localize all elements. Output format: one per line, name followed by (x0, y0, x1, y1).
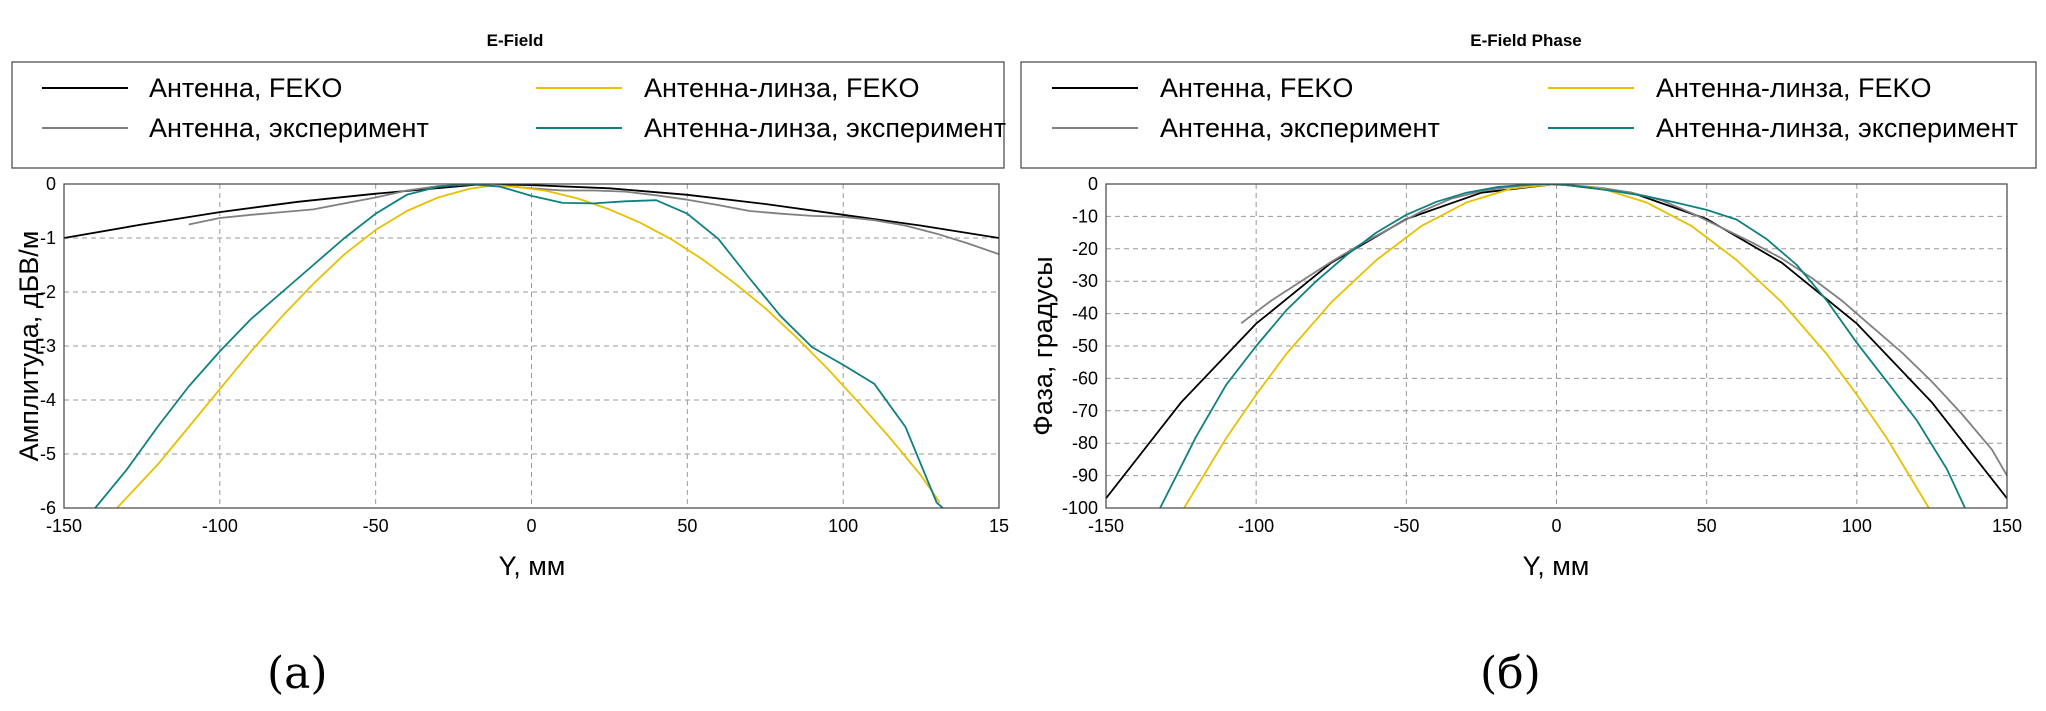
y-tick-label: -80 (1072, 433, 1098, 453)
series-line (188, 184, 999, 256)
chart-0: E-Field Антенна, FEKO Антенна, эксперимент… (11, 31, 1009, 581)
plot-frame (63, 183, 1000, 509)
legend-box (1020, 61, 2037, 169)
x-tick-label: 100 (828, 516, 858, 536)
y-tick-label: -60 (1072, 368, 1098, 388)
x-axis-label: Y, мм (1523, 551, 1590, 581)
series-line (94, 184, 944, 508)
y-tick-label: -1 (40, 228, 56, 248)
y-tick-label: -20 (1072, 239, 1098, 259)
x-tick-label: 0 (526, 516, 536, 536)
x-tick-label: 50 (1697, 516, 1717, 536)
x-tick-label: 0 (1551, 516, 1561, 536)
series-line (1183, 184, 1930, 508)
legend-label: Антенна, FEKO (1160, 73, 1353, 103)
legend-label: Антенна-линза, FEKO (644, 73, 919, 103)
legend-label: Антенна, FEKO (149, 73, 342, 103)
y-tick-label: 0 (46, 174, 56, 194)
y-tick-label: -5 (40, 444, 56, 464)
x-tick-label: 100 (1842, 516, 1872, 536)
chart-1: E-Field Phase Антенна, FEKO Антенна, экспе… (1020, 31, 2037, 581)
y-tick-label: -70 (1072, 401, 1098, 421)
series-line (1106, 184, 2007, 499)
legend-label: Антенна, эксперимент (149, 113, 429, 143)
chart-title: E-Field (487, 31, 544, 50)
plot-frame (1105, 183, 2008, 509)
x-tick-label: -150 (46, 516, 82, 536)
y-tick-label: -4 (40, 390, 56, 410)
y-tick-label: -6 (40, 498, 56, 518)
y-tick-label: -100 (1062, 498, 1098, 518)
y-tick-label: -10 (1072, 206, 1098, 226)
series-line (116, 184, 941, 508)
y-tick-label: -90 (1072, 466, 1098, 486)
series-line (1159, 184, 1966, 508)
y-tick-label: -2 (40, 282, 56, 302)
x-tick-label: 50 (677, 516, 697, 536)
x-tick-label: -100 (202, 516, 238, 536)
caption-b: (б) (1480, 648, 1541, 699)
legend-label: Антенна-линза, FEKO (1656, 73, 1931, 103)
legend-label: Антенна, эксперимент (1160, 113, 1440, 143)
y-tick-label: -40 (1072, 304, 1098, 324)
x-tick-label: 150 (1992, 516, 2022, 536)
series-line (1240, 184, 2007, 477)
x-tick-label: -50 (363, 516, 389, 536)
legend-label: Антенна-линза, эксперимент (644, 113, 1006, 143)
y-tick-label: 0 (1088, 174, 1098, 194)
y-tick-label: -30 (1072, 271, 1098, 291)
y-axis-label: Амплитуда, дБВ/м (14, 231, 44, 462)
y-axis-label: Фаза, градусы (1028, 256, 1058, 435)
y-tick-label: -3 (40, 336, 56, 356)
x-tick-label: -150 (1088, 516, 1124, 536)
x-axis-label: Y, мм (499, 551, 566, 581)
x-tick-label: -50 (1393, 516, 1419, 536)
x-tick-label: -100 (1238, 516, 1274, 536)
legend-box (11, 61, 1005, 169)
series-group (64, 184, 999, 508)
caption-a: (a) (267, 648, 328, 699)
chart-title: E-Field Phase (1470, 31, 1581, 50)
series-group (1106, 184, 2007, 508)
x-tick-label: 15 (989, 516, 1009, 536)
y-tick-label: -50 (1072, 336, 1098, 356)
legend-label: Антенна-линза, эксперимент (1656, 113, 2018, 143)
